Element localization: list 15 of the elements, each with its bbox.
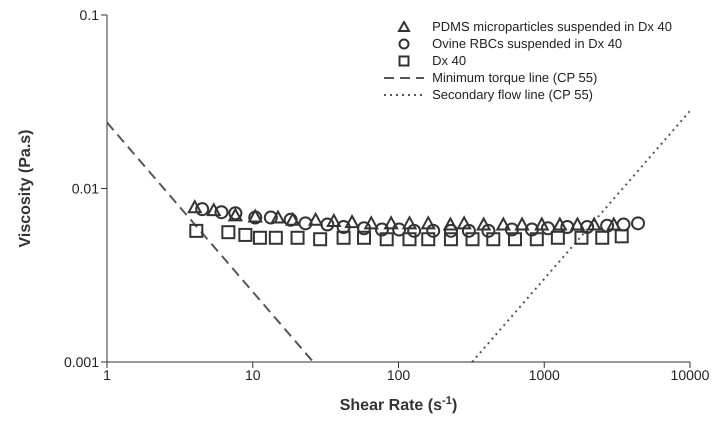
x-tick-label: 1 <box>103 366 112 383</box>
y-tick-label: 0.001 <box>64 354 100 370</box>
legend-label: Ovine RBCs suspended in Dx 40 <box>432 35 622 52</box>
legend-label: Secondary flow line (CP 55) <box>432 86 594 103</box>
legend-label: Minimum torque line (CP 55) <box>432 69 598 86</box>
x-tick-label: 10 <box>244 366 261 383</box>
legend-label: Dx 40 <box>432 52 466 69</box>
x-tick-label: 1000 <box>528 366 560 383</box>
x-tick-label: 100 <box>386 366 410 383</box>
x-axis-title: Shear Rate (s$^{-1}$) <box>340 395 458 414</box>
x-tick-label: 10000 <box>670 366 710 383</box>
legend-label: PDMS microparticles suspended in Dx 40 <box>432 18 672 35</box>
y-axis-title: Viscosity (Pa.s) <box>17 130 34 248</box>
y-tick-label: 0.01 <box>72 180 100 196</box>
y-tick-label: 0.1 <box>80 6 100 23</box>
